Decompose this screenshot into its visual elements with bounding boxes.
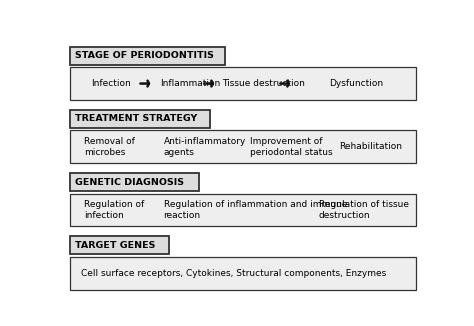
Text: Removal of
microbes: Removal of microbes <box>84 137 135 156</box>
Bar <box>70 67 416 100</box>
Bar <box>70 257 416 289</box>
Text: Improvement of
periodontal status: Improvement of periodontal status <box>250 137 332 156</box>
Bar <box>70 173 199 191</box>
Text: Regulation of
infection: Regulation of infection <box>84 200 144 220</box>
Text: Cell surface receptors, Cytokines, Structural components, Enzymes: Cell surface receptors, Cytokines, Struc… <box>81 269 386 278</box>
Bar <box>70 110 210 128</box>
Text: Regulation of inflammation and immune
reaction: Regulation of inflammation and immune re… <box>164 200 347 220</box>
Text: TARGET GENES: TARGET GENES <box>75 241 155 250</box>
Text: Dysfunction: Dysfunction <box>329 79 383 88</box>
Text: Tissue destruction: Tissue destruction <box>222 79 305 88</box>
Bar <box>70 130 416 163</box>
Bar <box>70 194 416 226</box>
Bar <box>70 236 170 255</box>
Text: STAGE OF PERIODONTITIS: STAGE OF PERIODONTITIS <box>75 51 214 60</box>
Bar <box>70 47 225 65</box>
Text: Infection: Infection <box>91 79 131 88</box>
Text: Inflammation: Inflammation <box>160 79 220 88</box>
Text: TREATMENT STRATEGY: TREATMENT STRATEGY <box>75 114 197 124</box>
Text: Rehabilitation: Rehabilitation <box>339 142 402 151</box>
Text: GENETIC DIAGNOSIS: GENETIC DIAGNOSIS <box>75 178 184 187</box>
Text: Anti-inflammatory
agents: Anti-inflammatory agents <box>164 137 246 156</box>
Text: Regulation of tissue
destruction: Regulation of tissue destruction <box>319 200 409 220</box>
